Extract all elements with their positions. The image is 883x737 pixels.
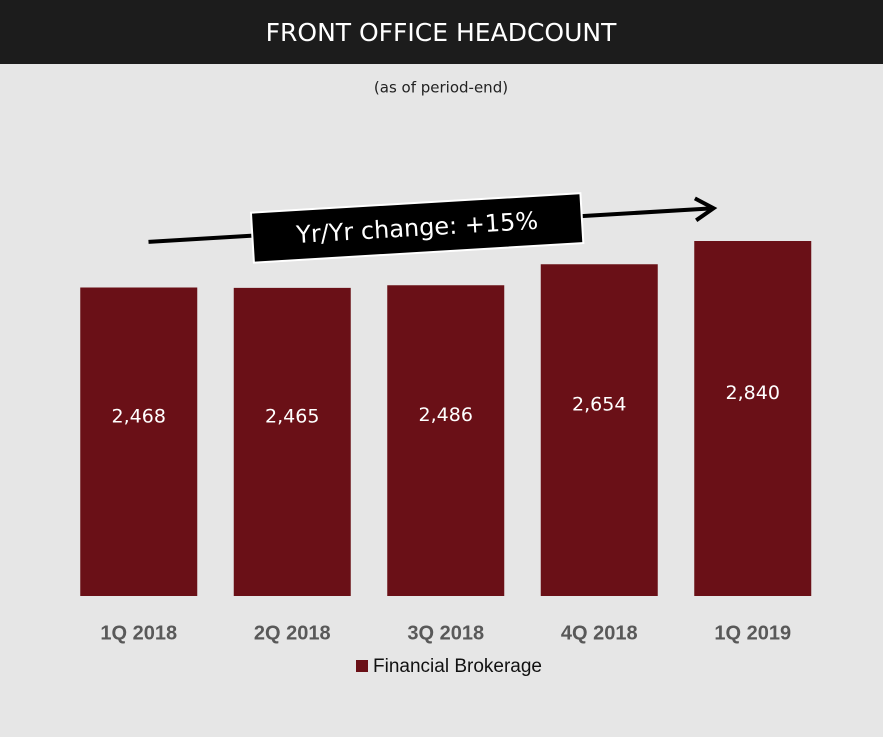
chart-subtitle: (as of period-end) — [374, 79, 508, 97]
value-label: 2,840 — [726, 382, 780, 404]
x-tick-label: 3Q 2018 — [407, 622, 484, 644]
annotation-group: Yr/Yr change: +15% — [148, 192, 718, 264]
bar — [540, 264, 658, 596]
x-tick-label: 1Q 2019 — [714, 622, 791, 644]
chart-title: FRONT OFFICE HEADCOUNT — [266, 18, 617, 47]
value-label: 2,486 — [419, 404, 473, 426]
x-tick-label: 1Q 2018 — [100, 622, 177, 644]
x-tick-label: 2Q 2018 — [254, 622, 331, 644]
bar — [694, 241, 812, 596]
annotation-box — [249, 192, 585, 264]
bar — [387, 285, 505, 596]
arrow-head — [693, 196, 718, 222]
bar — [233, 287, 351, 596]
value-label: 2,468 — [112, 405, 166, 427]
legend-swatch — [356, 660, 368, 672]
bar — [80, 287, 198, 596]
value-label: 2,654 — [572, 394, 626, 416]
value-label: 2,465 — [265, 405, 319, 427]
header-bar — [0, 0, 883, 64]
x-tick-label: 4Q 2018 — [561, 622, 638, 644]
legend-label: Financial Brokerage — [373, 656, 542, 677]
